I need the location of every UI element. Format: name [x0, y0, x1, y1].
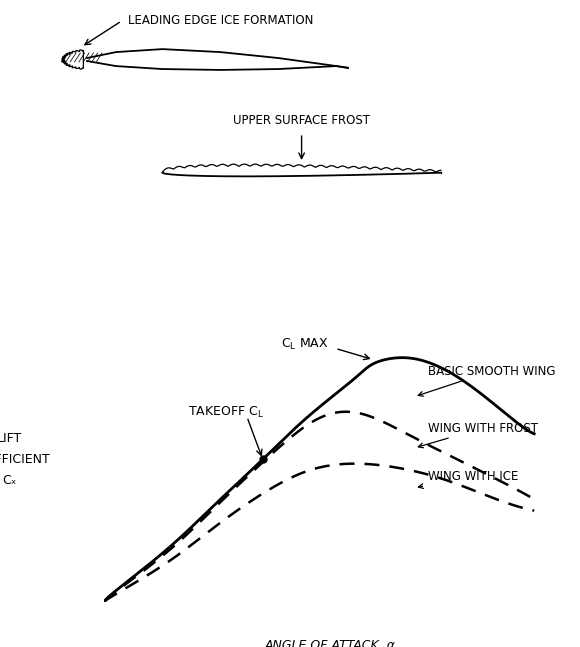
- Polygon shape: [62, 50, 84, 69]
- Text: ANGLE OF ATTACK, α: ANGLE OF ATTACK, α: [265, 639, 396, 647]
- Text: LIFT
COEFFICIENT
Cₓ: LIFT COEFFICIENT Cₓ: [0, 432, 50, 487]
- Text: TAKEOFF $\mathregular{C_{L}}$: TAKEOFF $\mathregular{C_{L}}$: [188, 405, 264, 420]
- Text: UPPER SURFACE FROST: UPPER SURFACE FROST: [233, 115, 370, 127]
- Text: LEADING EDGE ICE FORMATION: LEADING EDGE ICE FORMATION: [128, 14, 313, 27]
- Text: WING WITH FROST: WING WITH FROST: [418, 422, 538, 448]
- Text: BASIC SMOOTH WING: BASIC SMOOTH WING: [418, 365, 556, 396]
- Text: WING WITH ICE: WING WITH ICE: [418, 470, 519, 488]
- Text: $\mathregular{C_{L}}$ MAX: $\mathregular{C_{L}}$ MAX: [281, 336, 328, 351]
